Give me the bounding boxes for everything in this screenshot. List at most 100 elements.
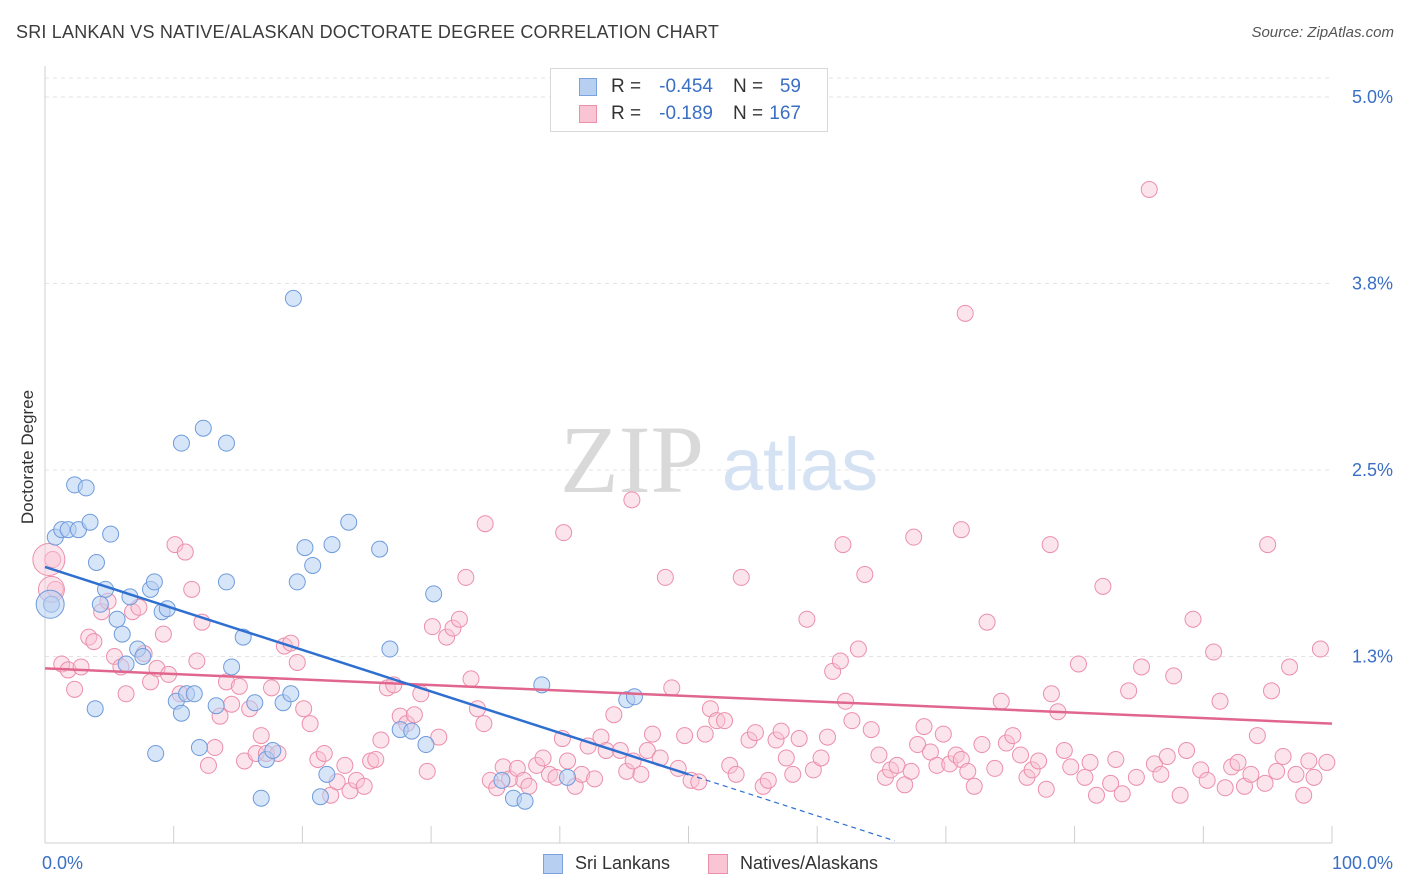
legend-swatch-blue [579,78,597,96]
data-point-sri-lankans [304,556,322,574]
data-point-natives-alaskans [372,731,390,749]
data-point-natives-alaskans [1041,536,1059,554]
axes [44,66,1333,844]
data-point-sri-lankans [172,434,190,452]
chart-source: Source: ZipAtlas.com [1251,24,1394,41]
data-point-sri-lankans [403,722,421,740]
data-point-natives-alaskans [643,725,661,743]
y-tick-label: 3.8% [1352,274,1393,294]
data-point-sri-lankans [217,434,235,452]
data-point-natives-alaskans [656,568,674,586]
data-point-sri-lankans [516,792,534,810]
data-point-sri-lankans [87,554,105,572]
data-point-natives-alaskans [1087,786,1105,804]
data-point-natives-alaskans [767,731,785,749]
data-point-sri-lankans [190,739,208,757]
data-point-natives-alaskans [72,658,90,676]
x-tick-label-max: 100.0% [1332,853,1393,873]
data-point-natives-alaskans [721,756,739,774]
data-point-sri-lankans [185,685,203,703]
data-point-natives-alaskans [405,706,423,724]
data-point-sri-lankans [134,648,152,665]
data-point-sri-lankans [246,694,264,712]
data-point-natives-alaskans [965,777,983,795]
data-point-natives-alaskans [206,739,224,757]
data-point-natives-alaskans [520,777,538,795]
data-point-natives-alaskans [1248,727,1266,745]
data-point-natives-alaskans [301,715,319,733]
data-point-natives-alaskans [986,759,1004,777]
data-point-natives-alaskans [176,543,194,561]
data-point-natives-alaskans [834,536,852,554]
chart-title: SRI LANKAN VS NATIVE/ALASKAN DOCTORATE D… [16,22,720,42]
data-point-natives-alaskans [831,652,849,670]
data-point-natives-alaskans [1012,746,1030,764]
data-point-natives-alaskans [1229,753,1247,771]
data-point-natives-alaskans [1268,762,1286,780]
trend-line-sri-lankans [44,565,689,776]
data-point-sri-lankans [282,685,300,703]
data-point-natives-alaskans [188,652,206,670]
data-point-natives-alaskans [992,692,1010,710]
data-point-natives-alaskans [1076,768,1094,786]
data-point-natives-alaskans [732,568,750,586]
data-point-natives-alaskans [909,736,927,754]
data-point-natives-alaskans [798,610,816,628]
data-point-natives-alaskans [676,727,694,745]
data-point-natives-alaskans [1055,741,1073,759]
data-point-sri-lankans [284,289,302,307]
data-point-natives-alaskans [1113,785,1131,803]
data-point-natives-alaskans [952,521,970,539]
data-point-natives-alaskans [1102,774,1120,792]
data-point-sri-lankans [288,573,306,591]
data-point-sri-lankans [217,573,235,591]
data-point-natives-alaskans [309,750,327,768]
data-point-natives-alaskans [1127,768,1145,786]
data-point-natives-alaskans [1120,682,1138,700]
data-point-sri-lankans [147,744,165,762]
legend-r-value: -0.189 [659,103,713,124]
data-point-natives-alaskans [605,706,623,724]
data-point-natives-alaskans [1318,753,1336,771]
data-point-natives-alaskans [1198,771,1216,789]
data-point-natives-alaskans [1152,765,1170,783]
data-point-natives-alaskans [199,756,217,774]
data-point-natives-alaskans [818,728,836,746]
data-point-sri-lankans [194,419,212,437]
data-point-natives-alaskans [1158,747,1176,765]
data-point-natives-alaskans [457,568,475,586]
watermark-zip: ZIP [560,406,704,513]
legend-r-value: -0.454 [659,76,713,97]
data-point-sri-lankans [102,525,120,543]
data-point-sri-lankans [311,788,329,806]
data-point-natives-alaskans [1205,643,1223,661]
legend-n-value: 59 [779,76,801,97]
data-point-natives-alaskans [1178,741,1196,759]
data-point-natives-alaskans [772,722,790,740]
watermark-atlas: atlas [722,423,878,506]
data-point-natives-alaskans [423,618,441,636]
data-point-sri-lankans [81,513,99,531]
data-point-sri-lankans [86,700,104,718]
data-point-natives-alaskans [1145,755,1163,773]
data-point-natives-alaskans [1192,761,1210,779]
data-point-sri-lankans [172,704,190,722]
data-point-natives-alaskans [154,625,172,643]
data-point-natives-alaskans [790,730,808,748]
data-point-natives-alaskans [367,750,385,768]
data-point-sri-lankans [381,640,399,658]
y-tick-label: 2.5% [1352,460,1393,480]
data-point-natives-alaskans [252,727,270,745]
data-point-natives-alaskans [1281,658,1299,676]
data-point-natives-alaskans [1259,536,1277,554]
data-point-natives-alaskans [462,670,480,688]
data-point-sri-lankans [417,736,435,754]
data-point-natives-alaskans [475,715,493,733]
data-point-natives-alaskans [555,524,573,542]
data-point-natives-alaskans [727,765,745,783]
data-point-natives-alaskans [849,640,867,658]
legend-label: Natives/Alaskans [740,853,879,873]
y-tick-label: 1.3% [1352,647,1393,667]
data-point-sri-lankans [117,655,135,673]
